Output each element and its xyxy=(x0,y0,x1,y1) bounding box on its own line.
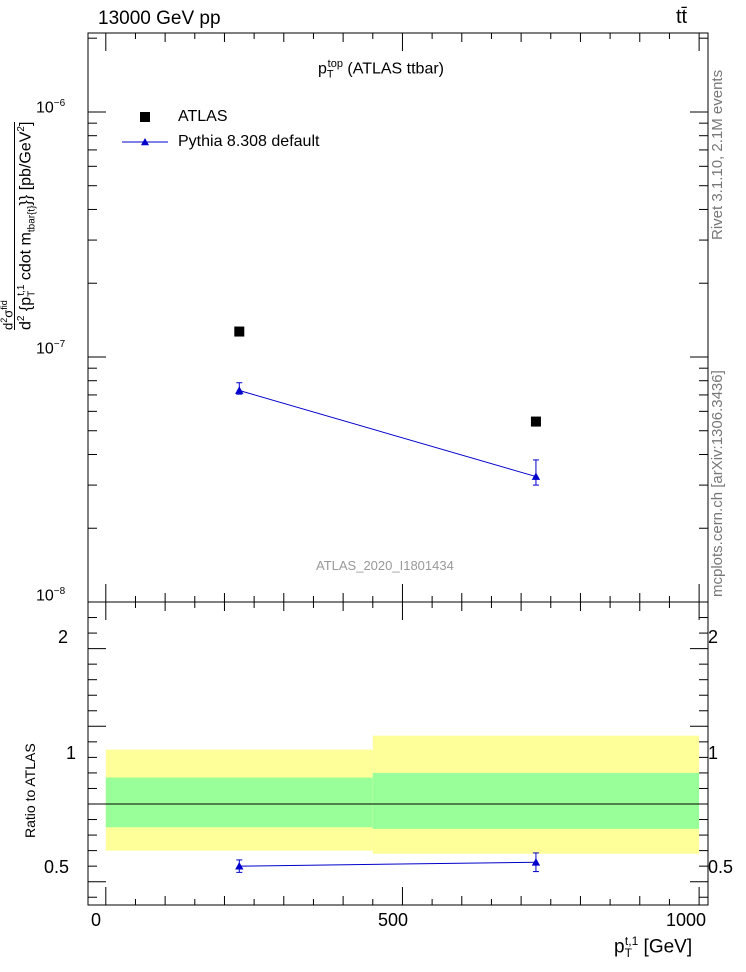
ratio-y-tick-1: 1 xyxy=(66,743,77,763)
pythia-main-line xyxy=(239,389,537,478)
ratio-y-tick-2-right: 2 xyxy=(708,627,719,647)
ratio-y-axis-label: Ratio to ATLAS xyxy=(22,743,38,838)
y-tick-label-1e-8: 10−8 xyxy=(36,586,66,605)
data-markers xyxy=(234,326,541,873)
x-tick-label-0: 0 xyxy=(91,910,102,930)
energy-label: 13000 GeV pp xyxy=(98,8,221,29)
ratio-y-tick-1-right: 1 xyxy=(708,743,719,763)
pythia-ratio-line xyxy=(239,861,536,867)
legend-markers xyxy=(122,112,168,146)
pythia-ratio-point xyxy=(235,861,244,870)
ylabel-denominator: d2 {pTt,1 cdot mtbar{t}}} [pb/GeV2] xyxy=(14,121,38,330)
x-tick-label-1000: 1000 xyxy=(666,910,707,930)
atlas-data-point xyxy=(234,326,245,337)
title-sub: T xyxy=(326,68,334,81)
legend-entry-pythia: Pythia 8.308 default xyxy=(178,133,320,150)
rivet-note: Rivet 3.1.10, 2.1M events xyxy=(709,69,726,240)
main-y-axis-label: d2σfid xyxy=(0,300,16,330)
legend-entry-atlas: ATLAS xyxy=(178,108,228,125)
axis-ticks xyxy=(88,33,708,905)
ratio-y-tick-0-5-right: 0.5 xyxy=(708,857,734,877)
x-axis-label: pTt,1 [GeV] xyxy=(614,934,693,961)
y-tick-label-1e-7: 10−7 xyxy=(36,339,66,358)
legend-pythia-marker xyxy=(141,138,149,146)
ratio-panel-frame xyxy=(87,601,709,906)
title-main: p xyxy=(318,60,327,78)
mc-series-lines xyxy=(239,389,537,867)
legend-atlas-marker xyxy=(140,112,150,122)
ylabel-numerator: d2σfid xyxy=(0,300,16,330)
process-label: tt̄ xyxy=(676,6,688,28)
x-tick-label-500: 500 xyxy=(378,910,409,930)
inner-band-1 xyxy=(372,772,700,829)
inner-band-0 xyxy=(105,777,373,828)
pythia-ratio-point xyxy=(531,858,541,866)
ratio-bands xyxy=(105,735,700,854)
y-tick-label-1e-6: 10−6 xyxy=(36,98,66,117)
title-rest: (ATLAS ttbar) xyxy=(342,60,444,78)
panel-frames xyxy=(87,32,709,906)
atlas-data-point xyxy=(530,416,541,427)
pythia-main-point xyxy=(531,472,541,480)
title-sup: top xyxy=(327,58,343,70)
plot-title: pTtop (ATLAS ttbar) xyxy=(318,58,444,81)
ratio-y-tick-0-5: 0.5 xyxy=(44,857,70,877)
ratio-y-tick-2: 2 xyxy=(58,627,69,647)
pythia-main-point xyxy=(235,386,244,394)
analysis-watermark: ATLAS_2020_I1801434 xyxy=(316,558,454,573)
mcplots-note: mcplots.cern.ch [arXiv:1306.3436] xyxy=(709,370,726,597)
